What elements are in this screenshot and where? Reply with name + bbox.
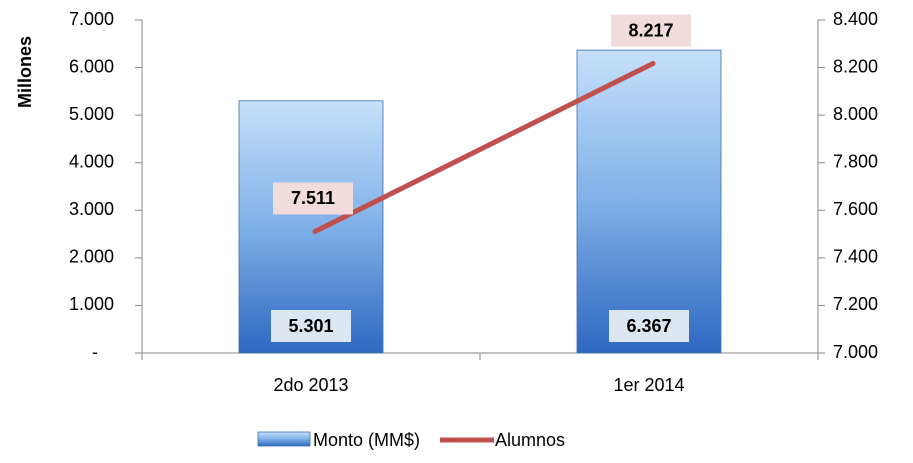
y-tick-label: 7.000 [69, 9, 114, 29]
legend-label: Alumnos [495, 430, 565, 450]
data-label-box [611, 14, 691, 47]
y2-tick-label: 7.800 [833, 151, 878, 171]
y-tick-label: 3.000 [69, 199, 114, 219]
line [312, 61, 656, 234]
y-tick-label: 5.000 [69, 104, 114, 124]
data-label-box [609, 310, 689, 342]
legend-label: Monto (MM$) [313, 430, 420, 450]
y2-tick-label: 7.600 [833, 199, 878, 219]
y-tick-label: 6.000 [69, 56, 114, 76]
y2-tick-label: 8.400 [833, 9, 878, 29]
y-tick-label: 2.000 [69, 247, 114, 267]
data-label: 8.217 [628, 20, 673, 40]
y2-tick-label: 7.000 [833, 342, 878, 362]
legend-swatch [257, 431, 311, 447]
y-tick-label: - [92, 342, 98, 362]
data-label-box [273, 182, 353, 215]
data-label: 6.367 [626, 316, 671, 336]
y-tick-label: 1.000 [69, 294, 114, 314]
data-label: 7.511 [291, 188, 335, 208]
x-tick-label: 1er 2014 [613, 375, 684, 395]
y2-tick-label: 8.200 [833, 56, 878, 76]
data-label-box [271, 310, 351, 342]
y2-tick-label: 8.000 [833, 104, 878, 124]
x-tick-label: 2do 2013 [273, 375, 348, 395]
bar [576, 49, 722, 354]
y2-tick-label: 7.400 [833, 247, 878, 267]
y2-tick-label: 7.200 [833, 294, 878, 314]
data-label: 5.301 [288, 316, 333, 336]
y-axis-title: Millones [15, 36, 35, 108]
y-tick-label: 4.000 [69, 151, 114, 171]
